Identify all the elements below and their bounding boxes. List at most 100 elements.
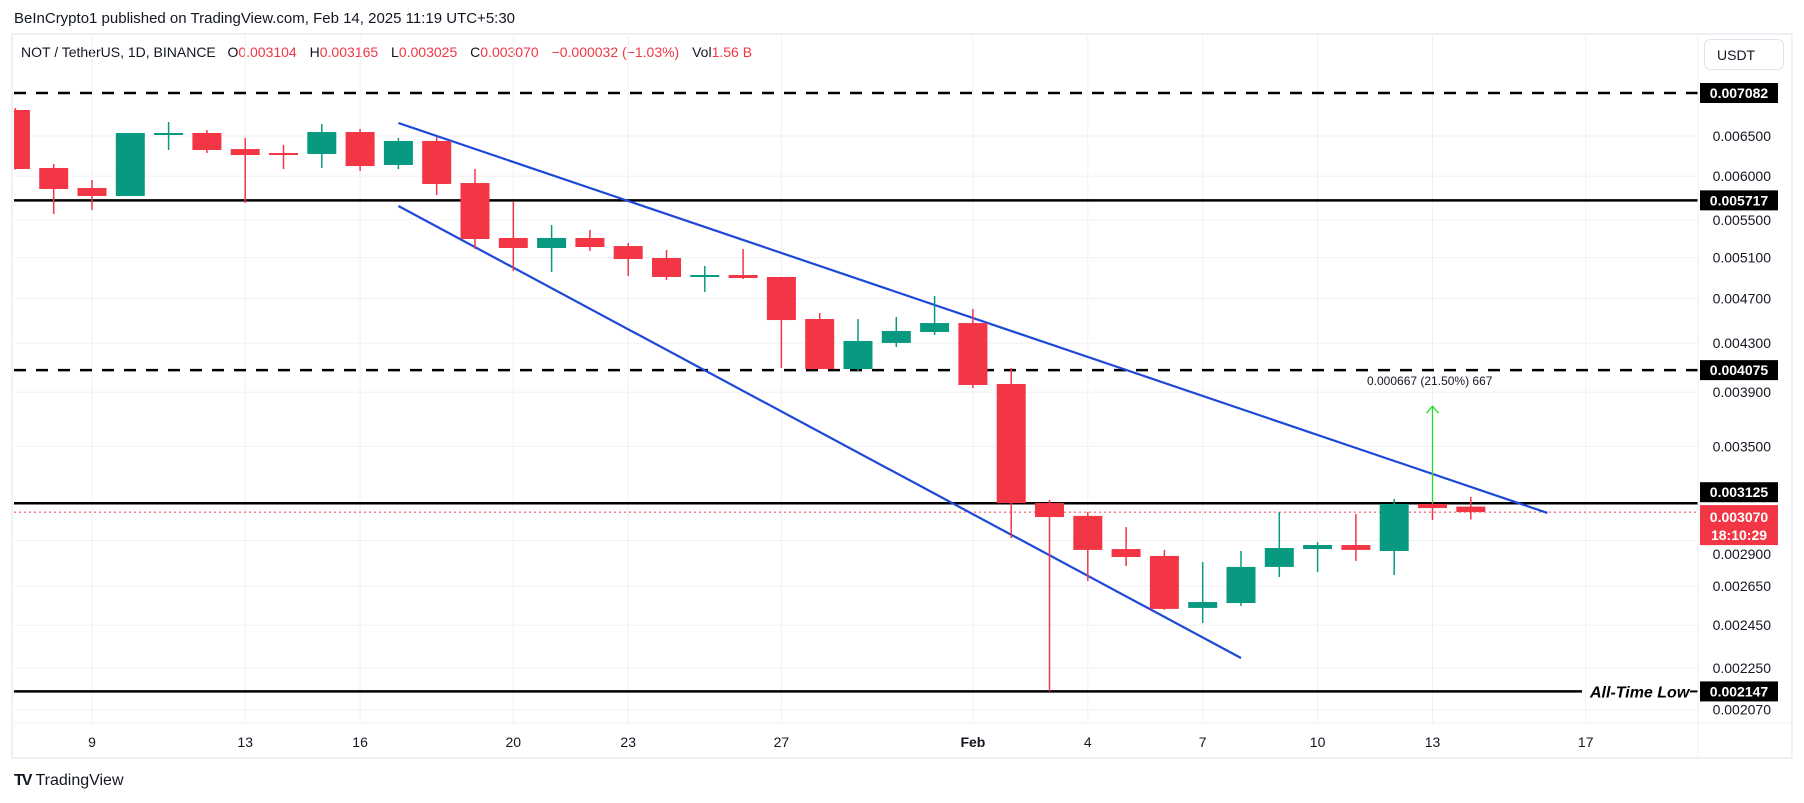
tradingview-logo-icon[interactable]: TV	[14, 772, 33, 789]
candle-down	[613, 246, 643, 259]
volume-key: Vol	[692, 44, 712, 60]
y-tick-label: 0.004700	[1713, 291, 1772, 307]
y-tick-label: 0.005100	[1713, 250, 1772, 266]
volume-value: 1.56 B	[711, 44, 753, 60]
low-value: 0.003025	[398, 44, 458, 60]
open-value: 0.003104	[238, 44, 297, 60]
measure-arrow-head-icon	[1426, 405, 1439, 414]
candle-up	[383, 140, 413, 165]
close-key: C	[470, 44, 481, 60]
trendline	[397, 205, 1242, 659]
candle-down	[77, 187, 107, 196]
countdown-label: 18:10:29	[1711, 527, 1767, 543]
candle-down	[1149, 555, 1179, 609]
y-tick-label: 0.002650	[1713, 578, 1772, 594]
y-tick-label: 0.002250	[1713, 660, 1772, 676]
publisher-caption: BeInCrypto1 published on TradingView.com…	[14, 10, 516, 27]
candle-up	[843, 340, 873, 370]
candle-up	[307, 132, 337, 154]
y-tick-label: 0.005500	[1713, 212, 1772, 228]
candle-down	[14, 109, 30, 169]
candle-down	[1341, 545, 1371, 550]
x-tick-label: 16	[352, 734, 368, 750]
x-tick-label: Feb	[960, 734, 985, 750]
x-tick-label: 17	[1578, 734, 1594, 750]
y-tick-label: 0.004300	[1713, 335, 1772, 351]
candle-up	[1303, 545, 1333, 550]
x-tick-label: 10	[1310, 734, 1326, 750]
y-tick-label: 0.002070	[1713, 702, 1772, 718]
y-tick-label: 0.002450	[1713, 617, 1772, 633]
currency-button[interactable]: USDT	[1704, 39, 1784, 70]
price-label-box	[1700, 482, 1778, 503]
open-key: O	[227, 44, 239, 60]
candle-up	[920, 323, 950, 332]
candle-down	[498, 237, 528, 248]
candle-down	[1073, 515, 1103, 550]
y-tick-label: 0.002900	[1713, 546, 1772, 562]
candle-down	[460, 183, 490, 239]
candle-down	[39, 168, 69, 189]
candle-down	[766, 276, 796, 321]
current-price-label-box	[1700, 505, 1778, 546]
candle-up	[881, 330, 911, 343]
high-key: H	[309, 44, 320, 60]
tradingview-brand[interactable]: TradingView	[35, 772, 124, 789]
x-tick-label: 23	[620, 734, 636, 750]
candle-down	[996, 383, 1026, 504]
price-label: 0.003125	[1710, 484, 1769, 500]
all-time-low-annotation: All-Time Low	[1589, 684, 1691, 701]
price-label: 0.002147	[1710, 683, 1769, 699]
candle-down	[230, 149, 260, 156]
candle-up	[537, 237, 567, 248]
candle-down	[345, 132, 375, 167]
chart-frame	[11, 33, 1793, 759]
y-tick-label: 0.006500	[1713, 128, 1772, 144]
candle-down	[422, 140, 452, 184]
y-tick-label: 0.006000	[1713, 168, 1772, 184]
footer: TV TradingView	[14, 772, 124, 790]
candle-down	[958, 323, 988, 385]
price-label: 0.004075	[1710, 362, 1769, 378]
candle-up	[1379, 504, 1409, 551]
x-tick-label: 13	[1425, 734, 1441, 750]
price-label: 0.007082	[1710, 85, 1769, 101]
candle-down	[269, 153, 298, 156]
price-label-box	[1700, 360, 1778, 381]
close-value: 0.003070	[480, 44, 539, 60]
candle-down	[728, 275, 758, 278]
candle-up	[154, 133, 184, 136]
measure-label: 0.000667 (21.50%) 667	[1367, 374, 1493, 388]
candle-down	[1111, 549, 1141, 558]
candle-down	[192, 133, 222, 151]
low-key: L	[391, 44, 399, 60]
price-label-box	[1700, 190, 1778, 211]
candle-down	[805, 319, 835, 370]
candle-down	[1418, 504, 1447, 509]
candle-up	[1264, 547, 1294, 567]
candle-up	[690, 275, 720, 278]
change-value: −0.000032 (−1.03%)	[551, 44, 680, 60]
price-label-box	[1700, 83, 1778, 104]
x-tick-label: 27	[774, 734, 790, 750]
candle-down	[1456, 506, 1486, 513]
symbol-name[interactable]: NOT / TetherUS, 1D, BINANCE	[21, 44, 216, 60]
y-tick-label: 0.003500	[1713, 438, 1772, 454]
price-label-box	[1700, 681, 1778, 702]
x-tick-label: 13	[237, 734, 253, 750]
x-tick-label: 4	[1084, 734, 1092, 750]
x-tick-label: 20	[506, 734, 522, 750]
candle-up	[115, 133, 145, 196]
x-tick-label: 9	[88, 734, 96, 750]
y-tick-label: 0.003900	[1713, 384, 1772, 400]
current-price-label: 0.003070	[1710, 509, 1769, 525]
candle-down	[652, 258, 681, 277]
price-label: 0.005717	[1710, 192, 1769, 208]
high-value: 0.003165	[319, 44, 379, 60]
candle-up	[1226, 566, 1256, 604]
candle-down	[1035, 503, 1064, 518]
candle-down	[575, 237, 605, 248]
symbol-legend: NOT / TetherUS, 1D, BINANCE O0.003104 H0…	[21, 44, 761, 60]
x-tick-label: 7	[1199, 734, 1207, 750]
